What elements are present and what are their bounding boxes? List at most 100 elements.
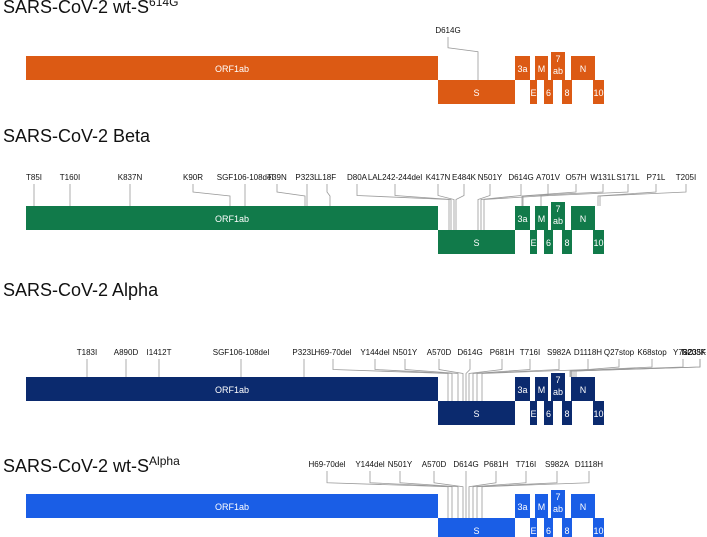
gene-label-orf7-sub: ab [553,216,563,226]
gene-orf1ab [26,56,438,80]
gene-label-orf8: 8 [564,526,569,536]
gene-e [530,230,537,254]
gene-label-orf10: 10 [593,238,603,248]
gene-orf1ab [26,377,438,401]
gene-m [535,494,548,518]
mutation-leader-line [192,184,231,206]
gene-label-n: N [580,64,587,74]
mutation-leader-line [447,37,479,80]
gene-label-s: S [473,238,479,248]
mutation-leader-line [369,471,453,518]
panel-title: SARS-CoV-2 Alpha [3,280,159,300]
mutation-label: W131L [590,173,616,182]
gene-e [530,518,537,537]
gene-orf6 [544,230,553,254]
mutation-label: P71L [647,173,666,182]
mutation-leader-line [522,184,604,206]
mutation-label: P681H [484,460,509,469]
mutation-label: Y144del [360,348,390,357]
mutation-label: T183I [77,348,97,357]
mutation-label: Q27stop [604,348,635,357]
gene-label-orf10: 10 [593,409,603,419]
mutation-leader-line [332,359,449,401]
panel-title: SARS-CoV-2 Beta [3,126,151,146]
mutation-label: S171L [616,173,640,182]
mutation-label: K90R [183,173,203,182]
mutation-leader-line [472,471,527,518]
mutation-leader-line [481,471,590,518]
gene-label-orf7: 7 [555,375,560,385]
gene-m [535,206,548,230]
mutation-label: T716I [520,348,540,357]
genome-panel-4: SARS-CoV-2 wt-SAlpha ORF1ab S 3a E M 6 7 ab 8 N 10 H… [3,454,604,537]
mutation-label: A890D [114,348,139,357]
mutation-label: R203K [682,348,707,357]
mutation-label: D80A [347,173,368,182]
gene-label-orf3a: 3a [517,385,527,395]
gene-label-n: N [580,385,587,395]
gene-label-e: E [530,88,536,98]
mutation-label: E484K [452,173,477,182]
mutation-label: S235F [682,348,706,357]
gene-orf3a [515,206,530,230]
mutation-label: D614G [457,348,482,357]
gene-label-m: M [538,64,546,74]
mutation-leader-line [483,184,549,230]
mutation-label: T716I [516,460,536,469]
gene-label-orf7: 7 [555,54,560,64]
genome-panel-2: SARS-CoV-2 Beta ORF1ab S 3a E M 6 7 ab 8 N 10 T85I T1… [3,126,696,254]
gene-label-orf8: 8 [564,88,569,98]
panel-title: SARS-CoV-2 wt-SAlpha [3,454,180,476]
gene-label-e: E [530,238,536,248]
mutation-label: N501Y [393,348,418,357]
mutation-label: L18F [318,173,336,182]
mutation-leader-line [468,359,503,401]
mutation-leader-line [521,184,577,206]
mutation-label: O57H [566,173,587,182]
mutation-label: SGF106-108del [213,348,270,357]
mutation-label: A570D [422,460,447,469]
panel-title-main: SARS-CoV-2 Alpha [3,280,159,300]
mutation-label: N501Y [388,460,413,469]
mutation-leader-line [374,359,453,401]
gene-label-orf7: 7 [555,492,560,502]
gene-label-orf7-sub: ab [553,504,563,514]
gene-s [438,518,515,537]
mutation-leader-line [575,359,701,377]
gene-label-orf8: 8 [564,238,569,248]
gene-m [535,377,548,401]
gene-orf8 [562,80,572,104]
mutation-label: P323L [292,348,316,357]
mutation-label: D614G [435,26,460,35]
gene-orf1ab [26,494,438,518]
mutation-leader-line [477,184,491,230]
panel-title-main: SARS-CoV-2 wt-S [3,0,149,17]
mutation-label: D614G [453,460,478,469]
mutation-leader-line [476,471,558,518]
gene-label-orf6: 6 [546,88,551,98]
mutation-label: S982A [547,348,572,357]
mutation-leader-line [472,359,531,401]
mutation-leader-line [276,184,306,206]
mutation-leader-line [433,471,464,518]
gene-label-orf1ab: ORF1ab [215,214,249,224]
gene-label-n: N [580,502,587,512]
panel-title-superscript: Alpha [149,454,180,468]
mutation-label: S982A [545,460,570,469]
gene-label-orf3a: 3a [517,502,527,512]
panel-title-main: SARS-CoV-2 wt-S [3,456,149,476]
gene-orf8 [562,518,572,537]
gene-label-orf7: 7 [555,204,560,214]
mutation-leader-line [597,184,657,206]
gene-orf7 [551,202,565,230]
genome-panel-1: SARS-CoV-2 wt-S614G ORF1ab S 3a E M 6 7 ab 8 N 10 D6… [3,0,604,104]
mutation-leader-line [394,184,452,230]
genome-panel-3: SARS-CoV-2 Alpha ORF1ab S 3a E M 6 7 ab 8 N 10 T183I… [3,280,707,425]
gene-label-m: M [538,385,546,395]
mutation-leader-line [570,359,653,377]
gene-label-orf1ab: ORF1ab [215,64,249,74]
mutation-label: A570D [427,348,452,357]
gene-label-m: M [538,214,546,224]
mutation-label: LAL242-244del [368,173,422,182]
